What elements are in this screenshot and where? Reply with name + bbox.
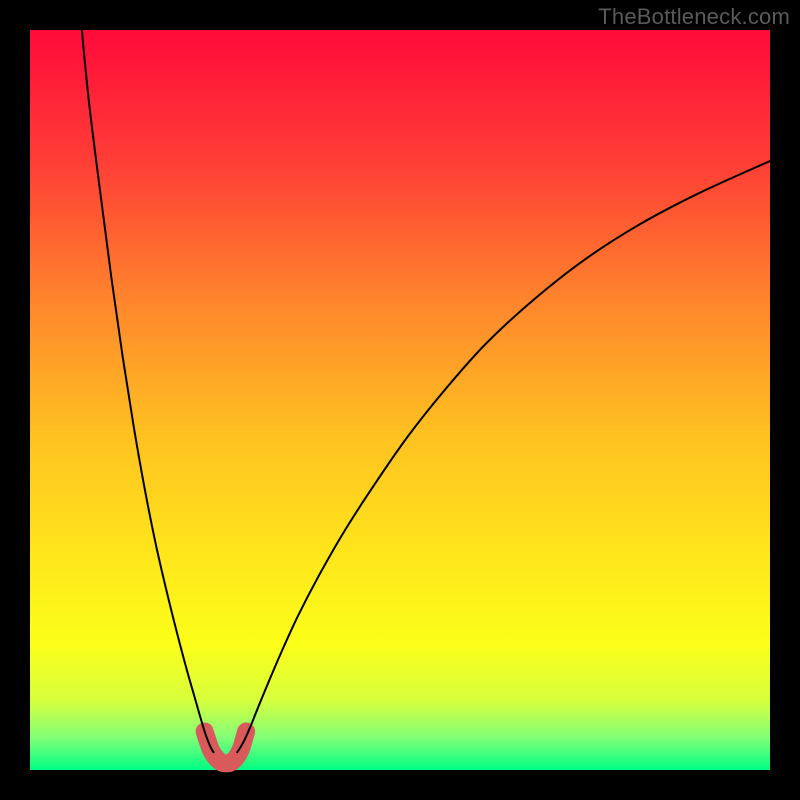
plot-background: [30, 30, 770, 770]
bottleneck-chart: [0, 0, 800, 800]
chart-root: TheBottleneck.com: [0, 0, 800, 800]
